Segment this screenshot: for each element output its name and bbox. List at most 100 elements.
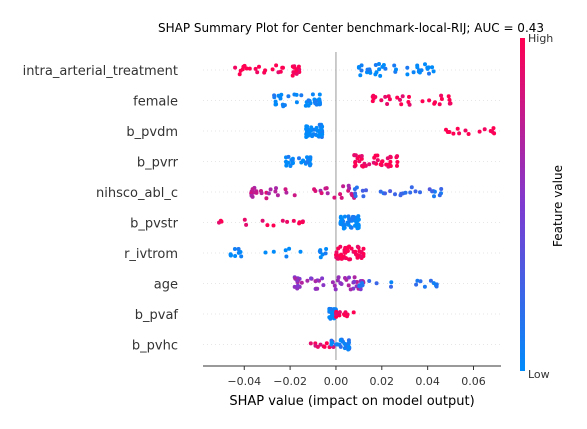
feature-label: intra_arterial_treatment [23,64,178,79]
shap-point [378,189,383,194]
shap-point [339,282,344,286]
shap-point [364,188,368,193]
x-axis-ticks: −0.04 −0.02 0.00 0.02 0.04 0.06 [227,366,486,388]
shap-point [250,194,255,199]
shap-point [232,247,237,251]
shap-point [359,68,364,73]
shap-point [338,338,343,343]
shap-point [338,244,343,249]
shap-point [398,97,402,102]
shap-point [341,184,346,189]
shap-point [388,155,393,160]
shap-point [405,65,410,70]
colorbar-title: Feature value [551,165,565,247]
shap-point [477,129,482,134]
shap-point [247,66,252,71]
shap-point [428,278,433,283]
shap-point [346,347,351,352]
shap-point [263,68,268,73]
shap-point [342,214,347,219]
shap-point [350,193,355,198]
shap-point [360,188,365,193]
shap-point [242,63,247,68]
shap-point [332,283,337,288]
shap-point [233,65,238,70]
shap-point [275,193,280,198]
shap-point [282,103,287,108]
x-tick-label: 0.04 [415,375,440,388]
shap-point [432,194,436,199]
x-axis-label: SHAP value (impact on model output) [229,394,474,409]
shap-point [447,97,452,102]
shap-point [447,101,452,106]
shap-point [296,64,301,69]
shap-point [317,249,322,254]
shap-point [336,342,341,347]
shap-point [308,101,313,106]
shap-point [284,254,289,259]
shap-point [318,342,323,347]
shap-point [315,128,320,133]
shap-point [378,162,383,167]
shap-point [408,190,413,195]
shap-point [427,71,431,76]
shap-point [351,310,356,315]
shap-point [292,65,297,70]
shap-point [312,187,317,192]
shap-point [416,69,421,74]
shap-point [399,102,404,107]
shap-point [306,133,310,138]
shap-point [271,249,276,254]
shap-point [491,126,496,131]
shap-point [345,312,350,317]
shap-point [320,276,325,281]
shap-point [348,287,353,292]
shap-point [439,187,444,191]
shap-point [359,156,364,161]
shap-point [236,247,241,251]
shap-point [242,217,247,222]
shap-point [299,160,304,165]
shap-point [321,283,326,288]
shap-point [338,192,343,197]
shap-point [292,193,297,198]
shap-point [264,196,269,201]
shap-point [337,310,342,315]
shap-point [304,160,309,165]
shap-point [314,125,319,130]
shap-point [371,160,376,165]
shap-point [359,63,364,68]
shap-point [270,67,275,72]
feature-label: female [133,95,178,110]
shap-point [431,69,436,74]
shap-point [392,63,397,68]
shap-point [291,218,296,223]
shap-point [388,159,393,164]
feature-label: nihsco_abl_c [96,186,178,201]
shap-point [342,341,347,346]
shap-point [355,226,360,231]
shap-point [372,155,377,160]
shap-point [320,132,325,137]
shap-point [398,193,403,198]
shap-point [327,315,332,320]
feature-label: b_pvrr [137,156,179,171]
shap-point [286,94,291,99]
shap-point [381,63,386,67]
shap-point [373,63,378,67]
shap-point [325,191,330,196]
shap-point [290,73,295,78]
shap-point [415,65,420,70]
shap-point [274,63,279,68]
shap-point [346,183,351,188]
shap-point [439,93,444,98]
shap-point [393,192,397,197]
shap-point [319,191,324,196]
shap-point [406,100,411,104]
shap-point [387,97,392,102]
shap-point [250,187,255,192]
shap-point [377,67,382,72]
shap-point [272,93,277,98]
shap-point [339,195,344,200]
shap-point [411,70,416,75]
